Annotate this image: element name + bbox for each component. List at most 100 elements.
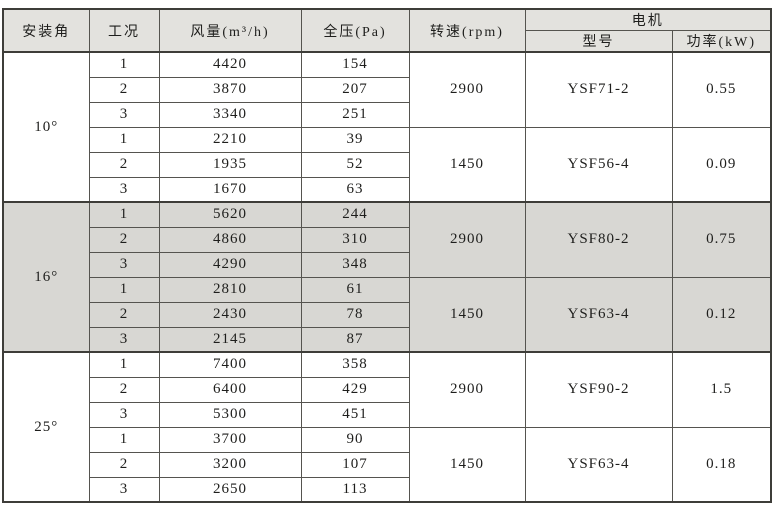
table-row: 1 2210 39 1450 YSF56-4 0.09 (3, 126, 772, 203)
pressure-cell: 244 (300, 201, 410, 228)
pressure-cell: 78 (300, 301, 410, 328)
table-row: 25° 1 7400 358 2900 YSF90-2 1.5 (2, 351, 772, 503)
condition-cell: 3 (88, 401, 160, 428)
pressure-cell: 63 (300, 176, 410, 203)
table-row: 3 2650 113 (3, 476, 771, 503)
airflow-cell: 4290 (158, 251, 302, 278)
airflow-cell: 2145 (158, 326, 302, 353)
table-row: 3 1670 63 (3, 176, 771, 203)
airflow-cell: 1670 (158, 176, 302, 203)
airflow-cell: 3200 (158, 451, 302, 478)
airflow-cell: 1935 (158, 151, 302, 178)
power-cell: 0.09 (671, 126, 772, 203)
condition-cell: 3 (88, 101, 160, 128)
fan-spec-table: 安装角 工况 风量(m³/h) 全压(Pa) 转速(rpm) 电机 型号 功率(… (2, 8, 772, 503)
pressure-cell: 113 (300, 476, 410, 503)
speed-cell: 1450 (408, 426, 526, 503)
airflow-cell: 2650 (158, 476, 302, 503)
speed-cell: 2900 (408, 51, 526, 128)
header-row-top: 安装角 工况 风量(m³/h) 全压(Pa) 转速(rpm) 电机 (2, 8, 772, 53)
speed-cell: 2900 (408, 201, 526, 278)
airflow-cell: 5620 (158, 201, 302, 228)
condition-cell: 1 (88, 51, 160, 78)
model-cell: YSF90-2 (524, 351, 673, 428)
pressure-cell: 52 (300, 151, 410, 178)
pressure-cell: 39 (300, 126, 410, 153)
airflow-cell: 5300 (158, 401, 302, 428)
airflow-cell: 2810 (158, 276, 302, 303)
model-cell: YSF80-2 (524, 201, 673, 278)
condition-cell: 2 (88, 301, 160, 328)
table-row: 3 3340 251 (3, 101, 771, 128)
condition-cell: 2 (88, 76, 160, 103)
speed-cell: 2900 (408, 351, 526, 428)
table-row: 2 3870 207 (3, 76, 771, 103)
pressure-cell: 348 (300, 251, 410, 278)
pressure-cell: 358 (300, 351, 410, 378)
header-angle: 安装角 (2, 8, 90, 53)
condition-cell: 3 (88, 176, 160, 203)
power-cell: 0.75 (671, 201, 772, 278)
pressure-cell: 451 (300, 401, 410, 428)
header-pressure: 全压(Pa) (300, 8, 410, 53)
condition-cell: 1 (88, 126, 160, 153)
pressure-cell: 429 (300, 376, 410, 403)
pressure-cell: 310 (300, 226, 410, 253)
speed-cell: 1450 (408, 276, 526, 353)
pressure-cell: 90 (300, 426, 410, 453)
power-cell: 0.12 (671, 276, 772, 353)
power-cell: 0.55 (671, 51, 772, 128)
power-cell: 0.18 (671, 426, 772, 503)
airflow-cell: 4420 (158, 51, 302, 78)
model-cell: YSF56-4 (524, 126, 673, 203)
airflow-cell: 6400 (158, 376, 302, 403)
table-row: 2 2430 78 (3, 301, 771, 328)
pressure-cell: 251 (300, 101, 410, 128)
pressure-cell: 87 (300, 326, 410, 353)
condition-cell: 1 (88, 276, 160, 303)
pressure-cell: 107 (300, 451, 410, 478)
airflow-cell: 3870 (158, 76, 302, 103)
table-row: 2 1935 52 (3, 151, 771, 178)
condition-cell: 3 (88, 326, 160, 353)
condition-cell: 1 (88, 426, 160, 453)
table-row: 3 5300 451 (3, 401, 771, 428)
header-power: 功率(kW) (671, 30, 772, 53)
header-row-sub: 型号 功率(kW) (3, 30, 772, 53)
condition-cell: 3 (88, 251, 160, 278)
airflow-cell: 4860 (158, 226, 302, 253)
table-row: 10° 1 4420 154 2900 YSF71-2 0.55 (2, 51, 772, 203)
airflow-cell: 3340 (158, 101, 302, 128)
airflow-cell: 7400 (158, 351, 302, 378)
table-row: 1 2810 61 1450 YSF63-4 0.12 (3, 276, 772, 353)
angle-cell: 10° (2, 51, 90, 203)
table-row: 2 6400 429 (3, 376, 771, 403)
condition-cell: 2 (88, 376, 160, 403)
header-condition: 工况 (88, 8, 160, 53)
condition-cell: 2 (88, 451, 160, 478)
table-row: 16° 1 5620 244 2900 YSF80-2 0.75 (2, 201, 772, 353)
speed-cell: 1450 (408, 126, 526, 203)
angle-cell: 16° (2, 201, 90, 353)
angle-cell: 25° (2, 351, 90, 503)
condition-cell: 1 (88, 351, 160, 378)
condition-cell: 2 (88, 226, 160, 253)
condition-cell: 3 (88, 476, 160, 503)
model-cell: YSF71-2 (524, 51, 673, 128)
airflow-cell: 2430 (158, 301, 302, 328)
header-motor: 电机 (524, 8, 772, 31)
header-speed: 转速(rpm) (408, 8, 526, 53)
condition-cell: 2 (88, 151, 160, 178)
pressure-cell: 61 (300, 276, 410, 303)
airflow-cell: 2210 (158, 126, 302, 153)
header-airflow: 风量(m³/h) (158, 8, 302, 53)
pressure-cell: 154 (300, 51, 410, 78)
model-cell: YSF63-4 (524, 426, 673, 503)
header-model: 型号 (524, 30, 673, 53)
model-cell: YSF63-4 (524, 276, 673, 353)
airflow-cell: 3700 (158, 426, 302, 453)
power-cell: 1.5 (671, 351, 772, 428)
pressure-cell: 207 (300, 76, 410, 103)
condition-cell: 1 (88, 201, 160, 228)
table-row: 3 2145 87 (3, 326, 771, 353)
